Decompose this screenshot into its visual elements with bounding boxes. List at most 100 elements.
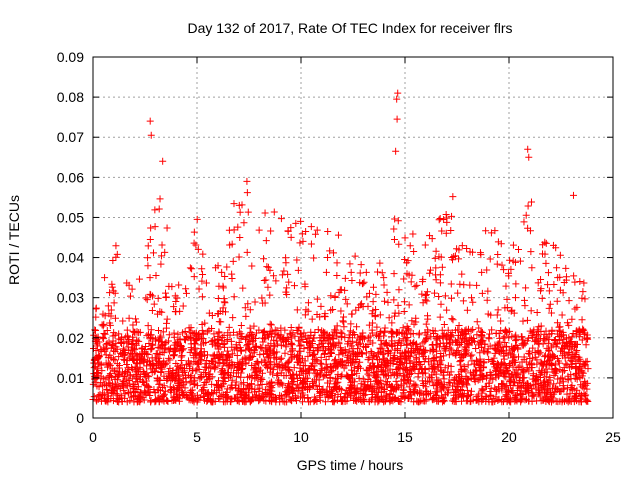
data-point [221,299,229,307]
data-point [447,331,455,339]
data-point [370,369,378,377]
data-point [429,326,437,334]
data-point [332,364,340,372]
data-point [246,336,254,344]
data-point [526,360,534,368]
data-point [448,332,456,340]
data-point [174,330,182,338]
data-point [451,337,459,345]
data-point [400,298,408,306]
data-point [304,352,312,360]
data-point [400,275,408,283]
data-point [186,264,194,272]
data-point [355,374,363,382]
data-point [247,328,255,336]
data-point [385,314,393,322]
data-point [194,245,202,253]
data-point [140,349,148,357]
data-point [292,219,300,227]
data-point [307,223,315,231]
data-point [363,293,371,301]
data-point [327,306,335,314]
data-point [329,343,337,351]
data-point [356,358,364,366]
data-point [399,335,407,343]
data-point [306,344,314,352]
data-point [481,340,489,348]
data-point [175,397,183,405]
data-point [307,240,315,248]
data-point [225,226,233,234]
data-point [553,385,561,393]
data-point [274,380,282,388]
data-point [316,359,324,367]
data-point [557,331,565,339]
data-point [337,328,345,336]
data-point [450,379,458,387]
data-point [243,373,251,381]
data-point [459,297,467,305]
data-point [247,380,255,388]
data-point [390,353,398,361]
data-point [147,398,155,406]
data-point [102,359,110,367]
data-point [170,373,178,381]
data-point [407,370,415,378]
data-point [236,344,244,352]
data-point [165,347,173,355]
data-point [394,339,402,347]
data-point [444,368,452,376]
data-point [524,381,532,389]
data-point [262,362,270,370]
data-point [346,260,354,268]
data-point [418,350,426,358]
data-point [455,392,463,400]
data-point [294,337,302,345]
data-point [432,381,440,389]
data-point [182,374,190,382]
data-point [528,332,536,340]
data-point [358,280,366,288]
data-point [110,299,118,307]
data-point [474,391,482,399]
data-point [412,344,420,352]
data-point [347,268,355,276]
data-point [438,326,446,334]
data-point [467,387,475,395]
data-point [399,393,407,401]
data-point [422,336,430,344]
data-point [468,294,476,302]
data-point [408,271,416,279]
data-point [120,338,128,346]
data-point [378,345,386,353]
data-point [125,377,133,385]
data-point [373,383,381,391]
data-point [284,384,292,392]
data-point [432,341,440,349]
data-point [148,365,156,373]
data-point [101,394,109,402]
data-point [455,321,463,329]
data-point [151,354,159,362]
data-point [384,298,392,306]
data-point [500,355,508,363]
data-point [423,388,431,396]
data-point [144,262,152,270]
data-point [542,239,550,247]
data-point [287,233,295,241]
data-point [158,241,166,249]
data-point [426,378,434,386]
data-point [119,317,127,325]
data-point [473,395,481,403]
data-point [107,306,115,314]
data-point [219,282,227,290]
data-point [348,331,356,339]
data-point [98,367,106,375]
data-point [478,328,486,336]
data-point [354,352,362,360]
data-point [232,373,240,381]
data-point [393,115,401,123]
data-point [252,368,260,376]
data-point [165,331,173,339]
data-point [343,356,351,364]
